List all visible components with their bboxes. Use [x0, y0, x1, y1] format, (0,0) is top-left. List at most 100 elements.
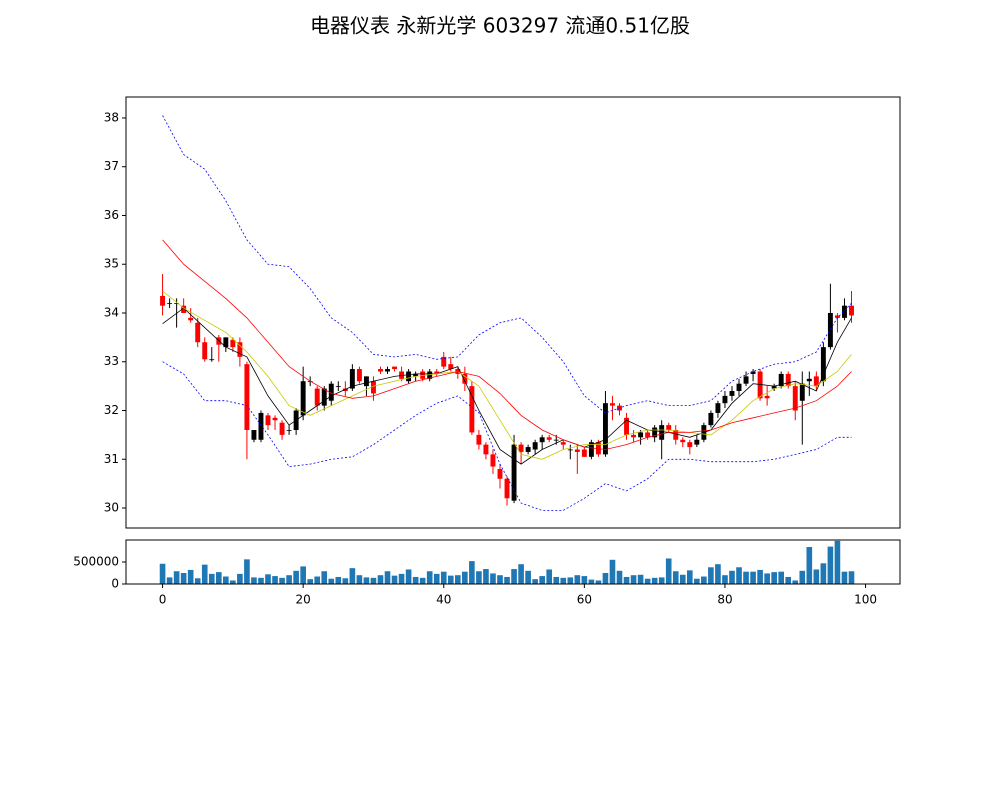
volume-bar	[180, 573, 187, 584]
volume-bar	[764, 573, 770, 584]
candle-body	[237, 342, 243, 357]
price-frame	[125, 96, 901, 529]
candle-body	[363, 376, 369, 387]
x-tick-label: 100	[854, 593, 877, 607]
candle-body	[581, 449, 587, 457]
volume-bar	[504, 576, 510, 584]
volume-bar	[483, 569, 489, 584]
volume-bar	[665, 558, 672, 584]
volume-bar	[539, 576, 545, 584]
volume-bar	[525, 570, 531, 584]
candle-body	[525, 447, 531, 452]
volume-bar	[363, 577, 370, 584]
volume-bar	[686, 570, 693, 584]
volume-bar	[651, 577, 658, 584]
candle-body	[539, 437, 545, 443]
volume-bar	[736, 567, 742, 584]
volume-bar	[532, 579, 538, 584]
candle-body	[448, 364, 454, 370]
candle-body	[441, 356, 447, 367]
candle-body	[160, 295, 166, 306]
candle-body	[497, 469, 503, 479]
y-tick-label: 30	[104, 501, 119, 515]
volume-bar	[644, 578, 651, 584]
volume-bar	[743, 571, 749, 584]
candle-body	[827, 312, 833, 348]
volume-bar	[694, 578, 700, 584]
volume-bar	[778, 571, 785, 584]
volume-bar	[623, 576, 630, 584]
candle-body	[532, 442, 538, 450]
volume-bar	[476, 571, 482, 584]
volume-bar	[820, 563, 827, 584]
x-tick-label: 60	[577, 593, 592, 607]
indicator-line	[162, 361, 852, 511]
volume-bar	[595, 580, 602, 584]
price-panel: 30 31 32 33 34 35 36 37 38	[104, 110, 854, 515]
y-tick-label: 38	[104, 110, 119, 124]
candle-body	[321, 388, 327, 406]
candle-body	[272, 417, 278, 421]
volume-bar	[679, 574, 686, 584]
volume-bar	[455, 575, 461, 584]
volume-bar	[265, 574, 271, 584]
volume-bar	[511, 569, 517, 584]
volume-bar	[166, 577, 173, 584]
candle-body	[806, 378, 812, 382]
volume-bar	[637, 574, 644, 584]
volume-bar	[398, 573, 405, 584]
candle-body	[406, 371, 412, 382]
volume-bar	[391, 575, 398, 584]
candle-body	[602, 403, 608, 455]
candle-body	[181, 305, 187, 313]
volume-bar	[300, 566, 306, 584]
y-tick-label: 37	[104, 159, 119, 173]
candle-body	[511, 444, 517, 501]
candle-body	[490, 454, 496, 467]
candle-body	[202, 342, 208, 360]
candle-body	[820, 347, 826, 382]
candle-body	[694, 439, 700, 445]
volume-bar	[834, 540, 841, 584]
volume-bar	[806, 547, 813, 584]
volume-bar	[405, 569, 412, 584]
volume-frame	[125, 539, 901, 585]
candle-body	[799, 383, 805, 401]
volume-bar	[567, 577, 574, 584]
volume-bar	[469, 561, 475, 584]
candle-body	[413, 373, 419, 377]
volume-bar	[848, 571, 855, 584]
volume-panel: 0 500000 0 20 40 60 80 100	[73, 540, 877, 607]
volume-bar	[715, 564, 721, 584]
volume-bar	[244, 559, 250, 584]
volume-bar	[658, 577, 665, 584]
candle-body	[659, 425, 665, 440]
candle-body	[624, 417, 629, 435]
volume-bar	[785, 576, 792, 584]
volume-bar	[201, 564, 208, 584]
volume-bar	[293, 570, 299, 584]
candle-body	[813, 376, 819, 387]
candle-body	[673, 430, 679, 440]
volume-bar	[215, 572, 222, 584]
x-tick-label: 40	[436, 593, 451, 607]
candle-body	[335, 386, 341, 387]
volume-bar	[462, 571, 468, 584]
volume-bar	[729, 570, 735, 584]
volume-bar	[208, 573, 215, 584]
volume-bar	[279, 577, 285, 584]
volume-bar	[370, 577, 377, 584]
candle-body	[392, 366, 398, 370]
candle-body	[174, 303, 180, 305]
candle-body	[378, 369, 383, 372]
candle-body	[279, 422, 285, 435]
volume-bar	[419, 577, 426, 584]
volume-bar	[321, 571, 328, 584]
candle-body	[420, 371, 426, 379]
volume-bar	[588, 579, 595, 584]
candle-body	[595, 442, 601, 455]
indicator-line	[162, 239, 852, 450]
volume-bar	[490, 573, 496, 584]
y-tick-label: 32	[104, 403, 119, 417]
